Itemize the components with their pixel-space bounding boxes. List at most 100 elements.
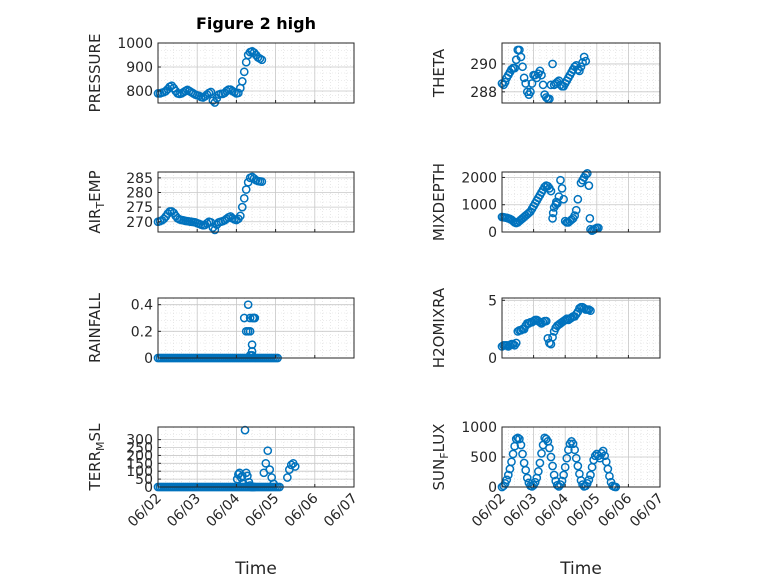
data-point xyxy=(511,434,521,444)
x-tick-label: 06/06 xyxy=(595,490,635,530)
x-tick-label: 06/04 xyxy=(203,490,243,530)
x-tick-label: 06/02 xyxy=(125,491,165,531)
data-point xyxy=(286,460,296,470)
data-point xyxy=(546,186,556,196)
axes-frame xyxy=(501,297,661,359)
y-tick-label: 2000 xyxy=(461,170,497,186)
y-axis-label: THETA xyxy=(430,48,448,98)
subplot-h2omixra: 0 5 H2OMIXRA xyxy=(430,287,661,368)
data-point xyxy=(521,465,531,475)
data-point xyxy=(283,473,292,482)
data-point xyxy=(545,94,554,104)
y-tick-label: 1000 xyxy=(461,420,497,436)
data-point xyxy=(239,67,249,77)
data-point xyxy=(552,480,562,490)
data-point xyxy=(243,300,253,310)
x-tick-label: 06/02 xyxy=(469,491,509,531)
data-point xyxy=(548,208,558,218)
data-point xyxy=(516,52,526,62)
y-tick-label: 800 xyxy=(126,84,153,100)
data-point xyxy=(598,446,608,456)
data-point xyxy=(581,170,591,180)
data-point xyxy=(290,462,300,471)
data-point xyxy=(600,451,610,461)
axes-frame xyxy=(157,42,355,104)
y-axis-label: AIRTEMP xyxy=(86,170,107,233)
y-tick-label: 0 xyxy=(144,480,153,496)
data-point xyxy=(516,440,526,450)
y-tick-label: 0 xyxy=(144,351,153,367)
data-point xyxy=(250,313,260,323)
data-point xyxy=(605,471,614,481)
data-point xyxy=(518,62,527,72)
data-point xyxy=(585,214,595,223)
x-tick-label: 06/03 xyxy=(164,491,204,531)
data-point xyxy=(570,445,580,455)
data-point xyxy=(573,461,583,471)
data-point xyxy=(527,79,537,88)
y-axis-label: RAINFALL xyxy=(86,292,104,363)
data-point xyxy=(533,467,543,476)
data-point xyxy=(210,225,220,235)
data-point xyxy=(581,56,591,66)
data-point xyxy=(202,218,212,228)
data-point xyxy=(579,52,589,62)
y-tick-label: 0 xyxy=(488,480,497,496)
y-axis-label: SUNFLUX xyxy=(430,424,451,491)
data-point xyxy=(557,476,567,486)
y-tick-label: 5 xyxy=(488,293,497,309)
data-point xyxy=(237,202,247,212)
data-point xyxy=(557,184,567,193)
data-point xyxy=(503,470,513,480)
y-tick-label: 50 xyxy=(135,472,153,488)
data-point xyxy=(549,470,559,480)
data-point xyxy=(510,63,519,73)
data-point xyxy=(584,181,594,190)
data-point xyxy=(584,475,594,485)
data-point xyxy=(562,453,572,463)
data-point xyxy=(541,316,551,326)
data-point xyxy=(247,350,257,360)
data-point xyxy=(257,177,267,187)
axes-frame xyxy=(157,297,355,359)
axes-frame xyxy=(501,171,661,233)
data-point xyxy=(559,194,568,204)
y-tick-label: 100 xyxy=(126,464,153,480)
data-point xyxy=(245,313,255,323)
y-tick-label: 280 xyxy=(126,185,153,201)
data-point xyxy=(508,449,518,459)
subplot-pressure: 800 900 1000 PRESSURE xyxy=(86,34,355,112)
data-point xyxy=(257,55,267,65)
x-axis-label: Time xyxy=(234,559,277,579)
data-point xyxy=(556,175,565,185)
data-point xyxy=(513,433,523,443)
data-point xyxy=(571,205,581,215)
data-point xyxy=(586,470,595,480)
figure-title: Figure 2 high xyxy=(196,14,316,33)
axes-frame xyxy=(157,171,355,233)
data-point xyxy=(584,305,594,314)
y-tick-label: 200 xyxy=(126,448,153,464)
data-point xyxy=(586,306,595,316)
data-point xyxy=(582,169,592,178)
data-point xyxy=(560,462,570,472)
data-point xyxy=(564,445,573,455)
x-tick-label: 06/06 xyxy=(282,490,322,530)
data-point xyxy=(261,458,271,468)
data-point xyxy=(571,453,581,463)
y-tick-label: 250 xyxy=(126,441,153,457)
data-point xyxy=(530,477,540,487)
data-point xyxy=(519,73,529,83)
data-point xyxy=(511,338,521,348)
data-point xyxy=(239,193,249,203)
plot-area xyxy=(158,427,354,487)
data-point xyxy=(234,88,243,98)
y-tick-label: 275 xyxy=(126,200,153,216)
data-point xyxy=(502,475,512,485)
y-tick-label: 270 xyxy=(126,215,153,231)
y-tick-label: 0.4 xyxy=(131,298,153,314)
y-axis-label: H2OMIXRA xyxy=(430,287,448,368)
